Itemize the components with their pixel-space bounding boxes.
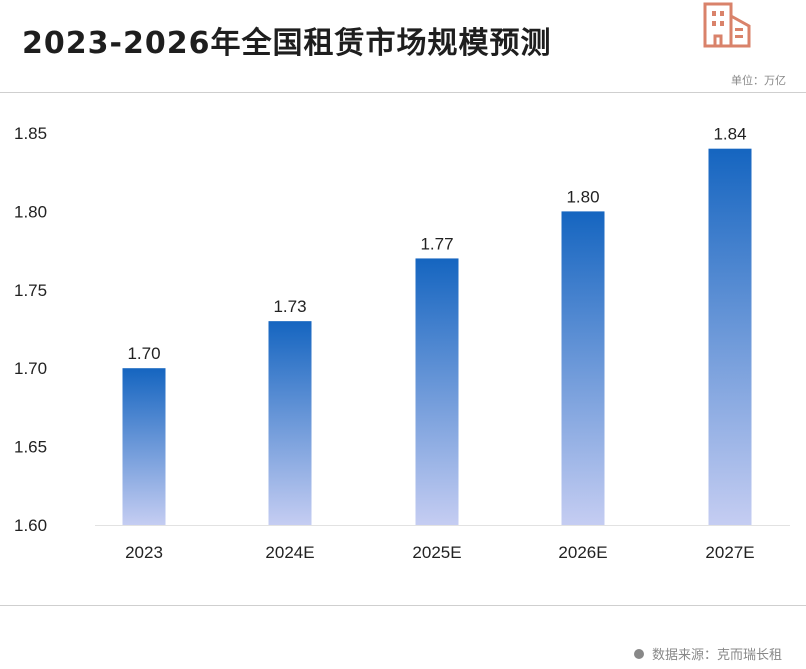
bar-2027E xyxy=(708,148,752,525)
y-tick-label: 1.65 xyxy=(14,438,47,457)
bar-2024E xyxy=(268,321,312,525)
data-label: 1.80 xyxy=(566,187,599,206)
bar-2023 xyxy=(122,368,166,525)
x-tick-label: 2025E xyxy=(412,543,461,562)
y-tick-label: 1.70 xyxy=(14,359,47,378)
bar-2026E xyxy=(561,211,605,525)
x-tick-label: 2023 xyxy=(125,543,163,562)
y-tick-label: 1.85 xyxy=(14,124,47,143)
x-tick-label: 2026E xyxy=(558,543,607,562)
x-tick-label: 2024E xyxy=(265,543,314,562)
bar-2025E xyxy=(415,258,459,525)
y-tick-label: 1.60 xyxy=(14,516,47,535)
source-text: 数据来源：克而瑞长租 xyxy=(651,648,782,663)
data-label: 1.77 xyxy=(420,234,453,253)
y-tick-label: 1.75 xyxy=(14,281,47,300)
top-divider xyxy=(0,92,806,93)
data-label: 1.73 xyxy=(273,297,306,316)
bullet-icon xyxy=(633,648,644,659)
data-label: 1.84 xyxy=(713,125,746,144)
building-icon xyxy=(703,2,753,52)
y-tick-label: 1.80 xyxy=(14,202,47,221)
data-label: 1.70 xyxy=(127,344,160,363)
source-note: 数据来源：克而瑞长租 xyxy=(633,644,782,663)
unit-label: 单位：万亿 xyxy=(731,74,786,87)
x-tick-label: 2027E xyxy=(705,543,754,562)
chart-title: 2023-2026年全国租赁市场规模预测 xyxy=(22,26,552,61)
bottom-divider xyxy=(0,605,806,606)
